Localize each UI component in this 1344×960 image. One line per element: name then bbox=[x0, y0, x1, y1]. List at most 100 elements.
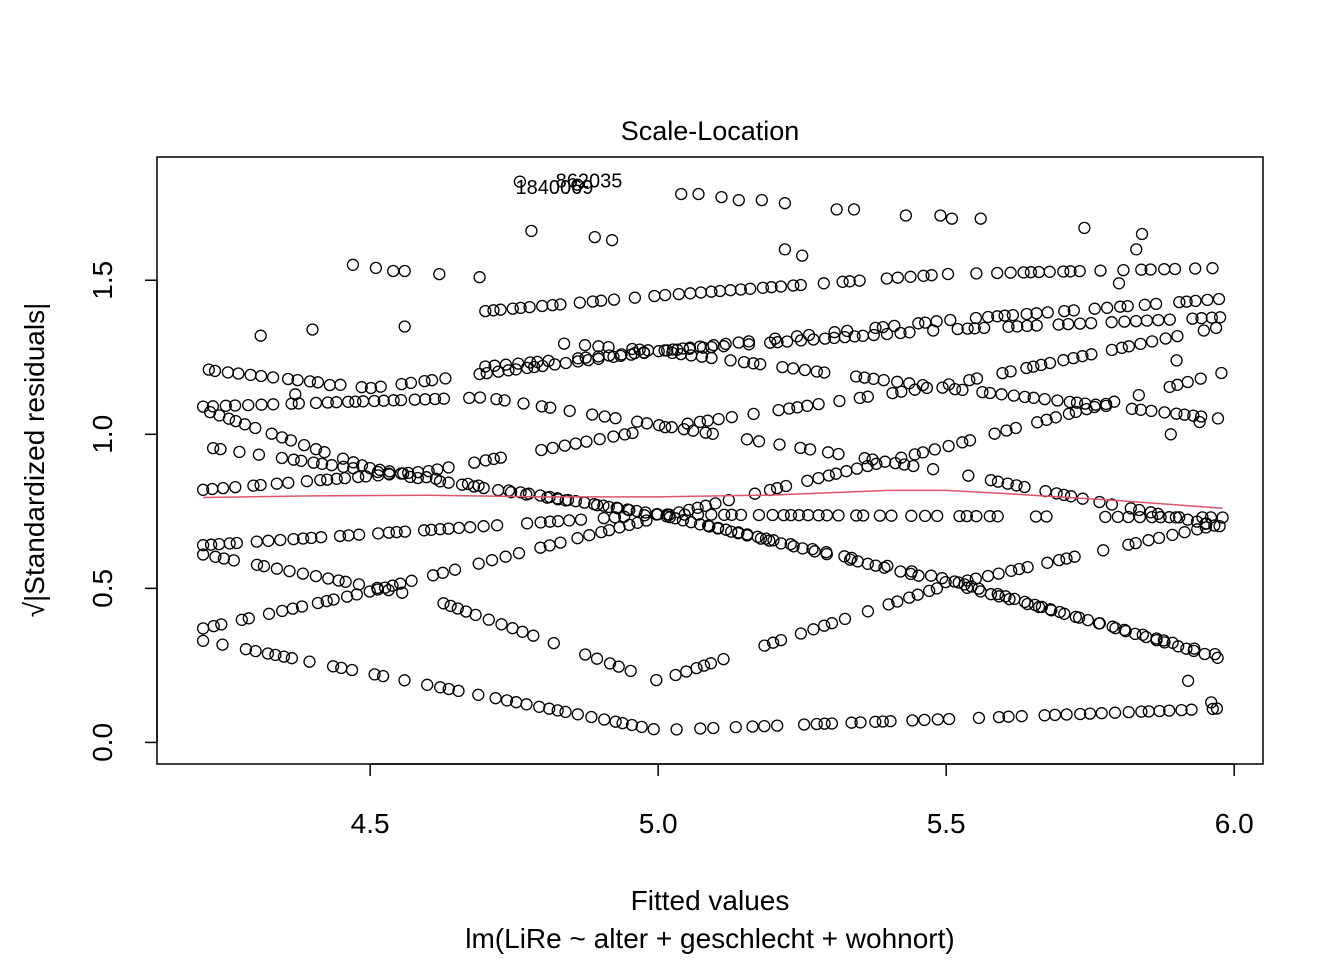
data-point bbox=[903, 326, 916, 339]
data-point bbox=[898, 458, 911, 471]
data-point bbox=[499, 550, 512, 563]
data-point bbox=[276, 604, 289, 618]
data-point bbox=[1004, 365, 1017, 378]
data-point bbox=[961, 322, 974, 335]
data-point bbox=[984, 588, 998, 601]
data-point bbox=[444, 599, 457, 613]
data-point bbox=[1105, 498, 1119, 511]
data-point bbox=[737, 355, 751, 369]
data-point bbox=[305, 531, 318, 545]
data-point bbox=[640, 514, 653, 527]
data-point bbox=[845, 551, 858, 565]
data-point bbox=[942, 378, 956, 391]
data-point bbox=[297, 438, 311, 452]
data-point bbox=[991, 310, 1004, 323]
data-point bbox=[411, 471, 424, 485]
data-point bbox=[779, 479, 793, 493]
data-point bbox=[1140, 314, 1154, 327]
data-point bbox=[1073, 264, 1086, 278]
data-point bbox=[244, 368, 257, 382]
data-point bbox=[479, 304, 492, 318]
data-point bbox=[352, 578, 366, 591]
data-point bbox=[315, 457, 329, 470]
data-point bbox=[333, 529, 347, 543]
data-point bbox=[1100, 301, 1114, 314]
data-point bbox=[663, 508, 676, 521]
data-point bbox=[669, 512, 682, 525]
data-point bbox=[1074, 707, 1087, 721]
data-point bbox=[784, 538, 797, 551]
data-point bbox=[759, 532, 773, 545]
data-point bbox=[340, 590, 354, 603]
data-point bbox=[1144, 263, 1157, 276]
data-point bbox=[676, 342, 690, 355]
data-point bbox=[1000, 424, 1013, 437]
data-point bbox=[1132, 388, 1145, 402]
data-point bbox=[559, 356, 572, 370]
data-point bbox=[235, 613, 248, 626]
y-axis: 0.0 0.5 1.0 1.5 bbox=[87, 261, 158, 762]
data-point bbox=[544, 401, 557, 414]
data-point bbox=[463, 521, 477, 534]
data-point bbox=[219, 399, 232, 412]
data-point bbox=[650, 673, 663, 687]
data-point bbox=[676, 514, 690, 527]
data-point bbox=[998, 309, 1011, 322]
data-point bbox=[588, 498, 601, 511]
data-point bbox=[1145, 510, 1159, 524]
data-point bbox=[1135, 227, 1149, 241]
data-point bbox=[306, 323, 319, 336]
data-point bbox=[320, 594, 333, 608]
data-point bbox=[820, 546, 833, 559]
data-point bbox=[1133, 503, 1146, 517]
data-point bbox=[1067, 351, 1080, 365]
data-point bbox=[936, 381, 949, 394]
data-point bbox=[494, 303, 507, 316]
data-point bbox=[500, 694, 514, 707]
data-point bbox=[704, 657, 718, 670]
data-point bbox=[1144, 506, 1157, 519]
data-point bbox=[953, 509, 966, 523]
data-point bbox=[1024, 266, 1038, 279]
data-point bbox=[711, 521, 725, 535]
data-point bbox=[605, 234, 619, 247]
data-point bbox=[801, 474, 814, 487]
data-point bbox=[296, 567, 310, 580]
data-point bbox=[1005, 564, 1018, 577]
data-point bbox=[724, 354, 737, 367]
data-point bbox=[623, 518, 636, 532]
data-point bbox=[1029, 510, 1043, 523]
data-point bbox=[249, 644, 262, 658]
data-point bbox=[1158, 263, 1171, 276]
data-point bbox=[991, 587, 1004, 601]
data-point bbox=[373, 463, 386, 476]
data-point bbox=[586, 295, 599, 308]
data-point bbox=[196, 539, 210, 552]
data-point bbox=[332, 574, 345, 587]
data-point bbox=[774, 280, 788, 293]
data-point bbox=[666, 346, 679, 360]
data-point bbox=[752, 435, 766, 448]
data-point bbox=[630, 504, 643, 518]
chart-title: Scale-Location bbox=[621, 116, 800, 146]
data-point bbox=[821, 446, 835, 459]
data-point bbox=[853, 274, 866, 287]
data-point bbox=[1114, 300, 1127, 313]
data-point bbox=[382, 583, 395, 597]
data-point bbox=[965, 580, 978, 593]
data-point bbox=[1139, 630, 1153, 644]
plot-frame bbox=[156, 156, 1264, 765]
data-point bbox=[452, 684, 465, 698]
data-point bbox=[408, 393, 421, 406]
data-point bbox=[615, 348, 628, 361]
data-point bbox=[214, 442, 227, 456]
data-point bbox=[419, 393, 432, 406]
data-point bbox=[227, 554, 240, 567]
data-point bbox=[439, 372, 452, 385]
data-point bbox=[903, 377, 916, 390]
data-point bbox=[699, 426, 712, 439]
data-point bbox=[1158, 636, 1171, 649]
data-point bbox=[686, 424, 700, 437]
data-point bbox=[215, 618, 228, 631]
